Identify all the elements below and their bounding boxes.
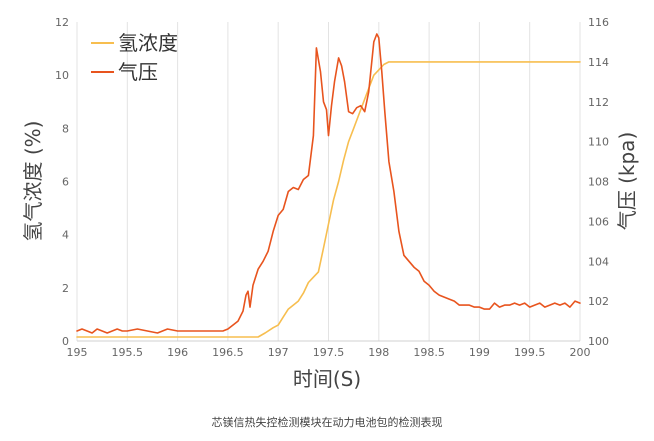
y-right-axis-label: 气压 (kpa) <box>615 132 639 231</box>
pressure-line <box>76 33 581 334</box>
legend: 氢浓度 气压 <box>91 31 178 84</box>
x-axis-ticks: 195 195.5 196 196.5 197 197.5 198 198.5 199 199.5… <box>67 346 591 359</box>
series-layer <box>76 33 581 338</box>
x-tick-label: 198.5 <box>413 346 445 359</box>
x-tick-label: 199.5 <box>514 346 546 359</box>
y-left-tick-label: 6 <box>62 176 69 189</box>
y-right-tick-label: 100 <box>588 335 609 348</box>
grid-lines <box>76 22 581 341</box>
legend-label-pressure: 气压 <box>118 60 158 84</box>
y-right-tick-label: 116 <box>588 16 609 29</box>
chart-caption: 芯镁信热失控检测模块在动力电池包的检测表现 <box>212 415 443 429</box>
x-axis-label: 时间(S) <box>293 367 361 391</box>
legend-label-hydrogen: 氢浓度 <box>118 31 178 55</box>
y-right-axis-ticks: 100 102 104 106 108 110 112 114 116 <box>588 16 609 348</box>
x-tick-label: 196 <box>167 346 188 359</box>
y-right-tick-label: 110 <box>588 136 609 149</box>
x-tick-label: 195 <box>67 346 88 359</box>
y-right-tick-label: 108 <box>588 176 609 189</box>
x-tick-label: 195.5 <box>112 346 144 359</box>
y-left-tick-label: 8 <box>62 122 69 135</box>
hydrogen-concentration-line <box>76 61 581 338</box>
y-right-tick-label: 106 <box>588 215 609 228</box>
y-right-tick-label: 104 <box>588 255 609 268</box>
y-left-tick-label: 2 <box>62 282 69 295</box>
y-left-tick-label: 0 <box>62 335 69 348</box>
y-right-tick-label: 112 <box>588 96 609 109</box>
x-tick-label: 200 <box>570 346 591 359</box>
y-left-axis-ticks: 0 2 4 6 8 10 12 <box>55 16 69 348</box>
y-left-tick-label: 10 <box>55 69 69 82</box>
y-right-tick-label: 114 <box>588 56 609 69</box>
x-tick-label: 197 <box>268 346 289 359</box>
y-left-tick-label: 12 <box>55 16 69 29</box>
x-tick-label: 199 <box>469 346 490 359</box>
y-right-tick-label: 102 <box>588 295 609 308</box>
y-left-tick-label: 4 <box>62 229 69 242</box>
y-left-axis-label: 氢气浓度 (%) <box>21 121 45 242</box>
x-tick-label: 196.5 <box>212 346 244 359</box>
x-tick-label: 198 <box>368 346 389 359</box>
x-tick-label: 197.5 <box>313 346 345 359</box>
